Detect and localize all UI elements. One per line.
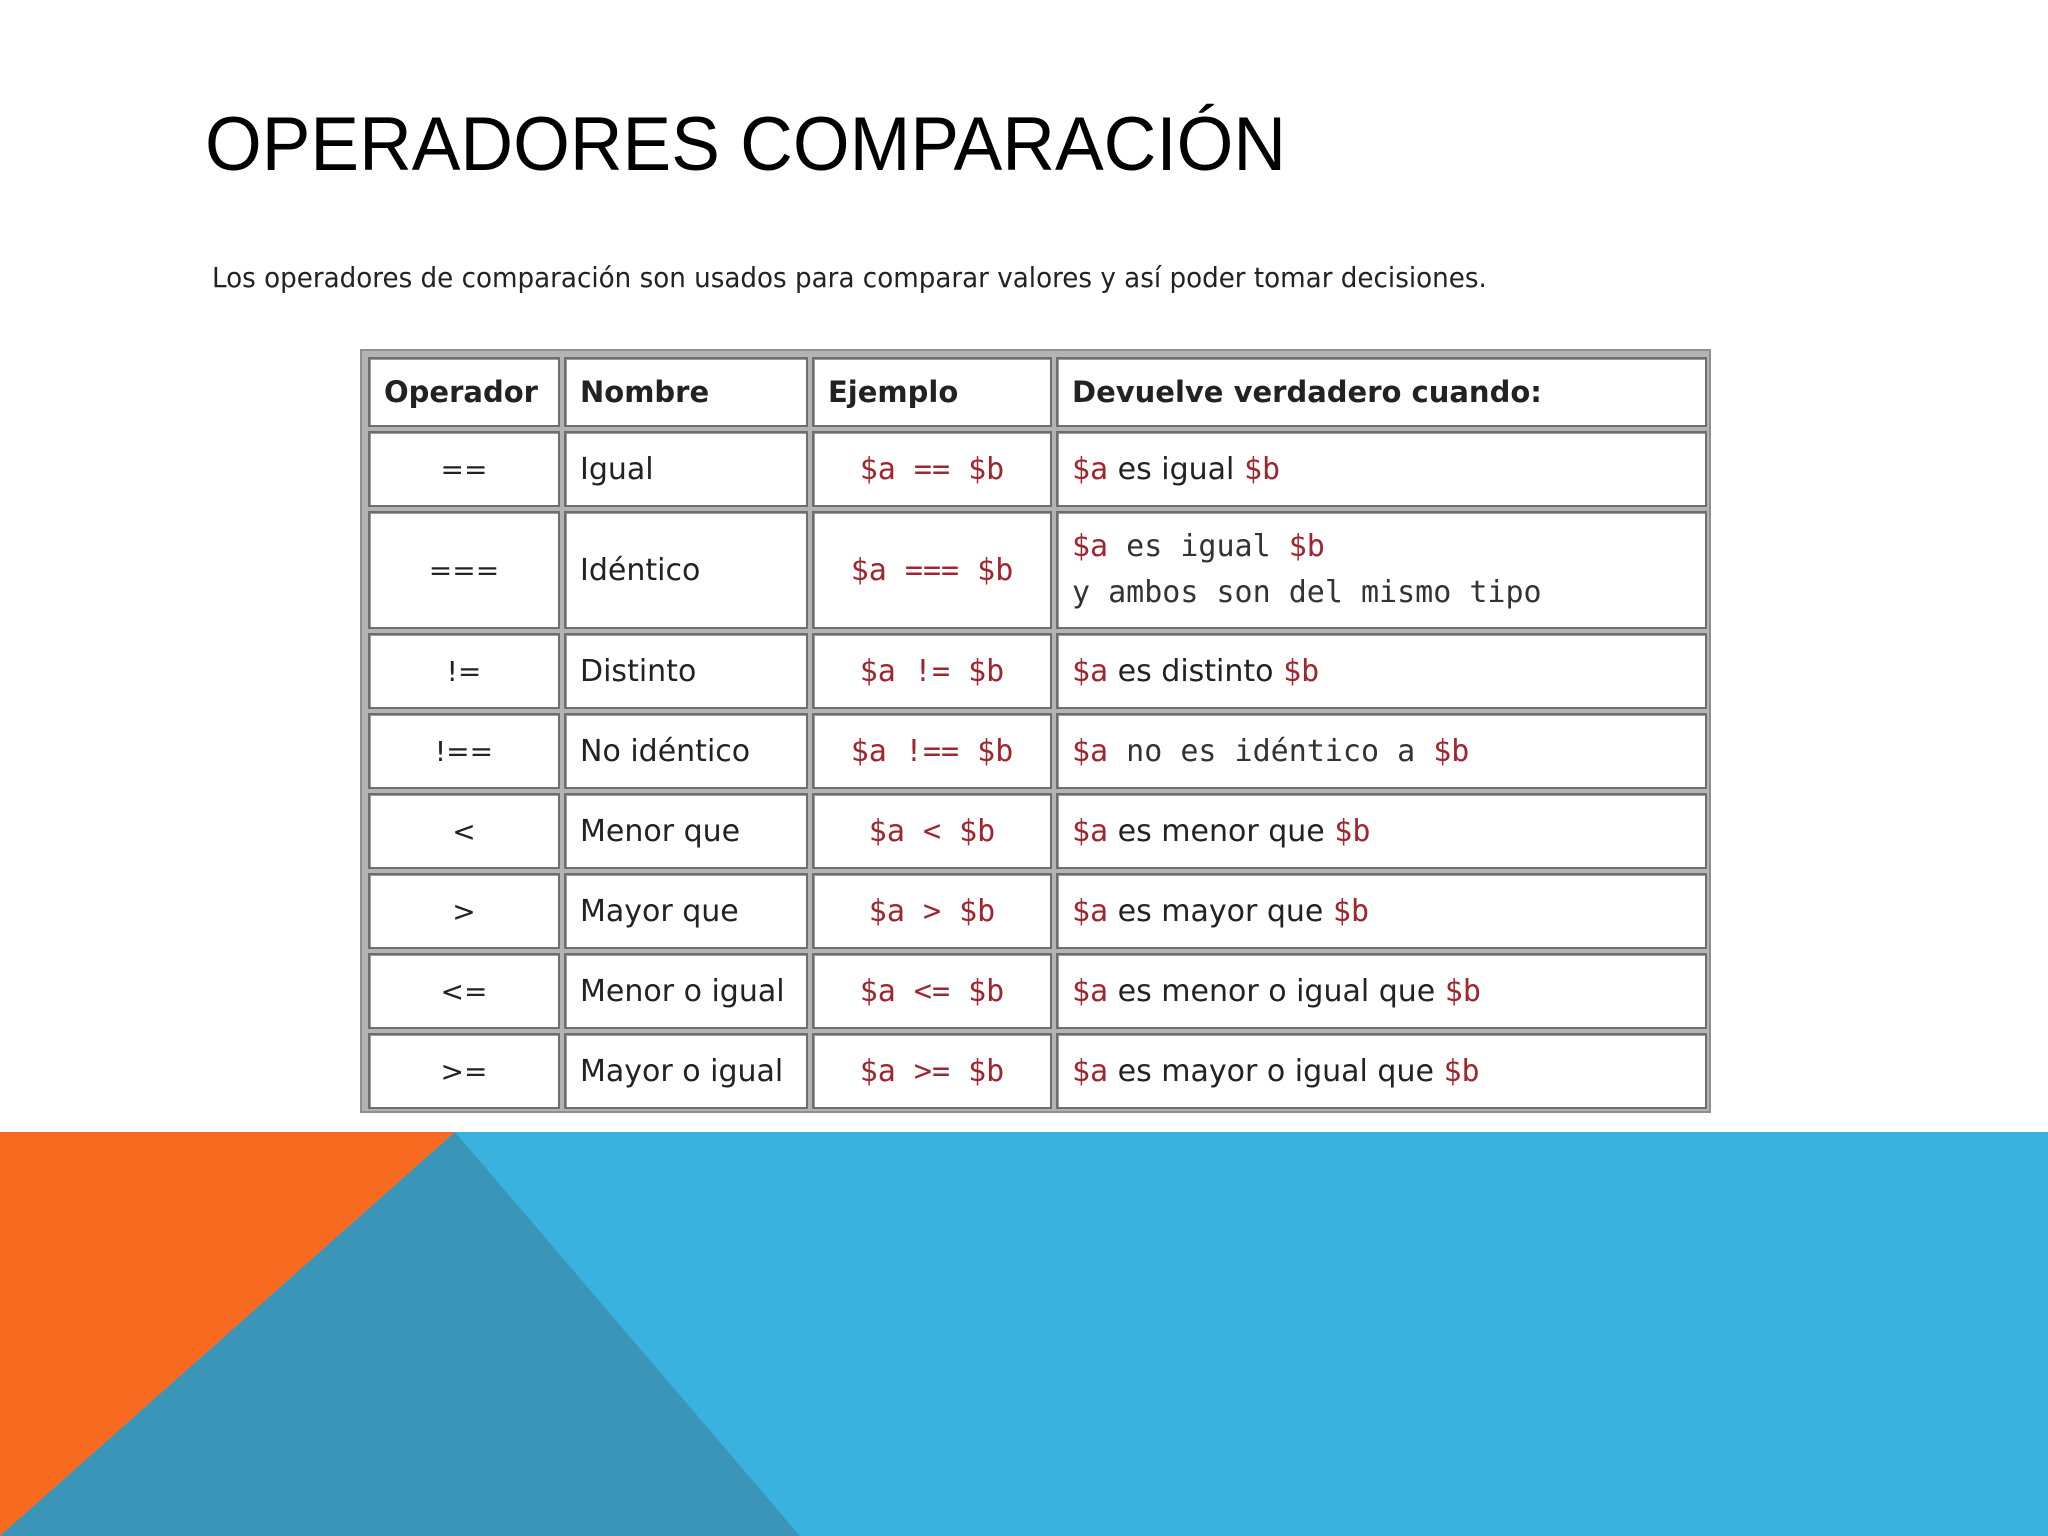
example-code: $a == $b [859,451,1005,487]
result-line-1: $a es igual $b [1072,524,1691,570]
operator-cell: < [368,793,560,869]
operator-cell: == [368,431,560,507]
table-row: === Idéntico $a === $b $a es igual $b y … [368,511,1707,629]
example-code: $a < $b [868,813,996,849]
result-text: es distinto [1108,653,1284,689]
table-row: <= Menor o igual $a <= $b $a es menor o … [368,953,1707,1029]
name-cell: Mayor que [564,873,808,949]
var-a: $a [1072,813,1109,849]
operator-cell: >= [368,1033,560,1109]
var-b: $b [1443,1053,1480,1089]
header-ejemplo: Ejemplo [812,357,1052,427]
operator-cell: != [368,633,560,709]
intro-text: Los operadores de comparación son usados… [212,261,1487,294]
example-cell: $a !== $b [812,713,1052,789]
result-cell: $a es mayor que $b [1056,873,1707,949]
result-cell: $a es igual $b y ambos son del mismo tip… [1056,511,1707,629]
var-a: $a [1072,973,1109,1009]
var-a: $a [1072,653,1109,689]
example-code: $a !== $b [850,733,1014,769]
example-code: $a != $b [859,653,1005,689]
header-devuelve: Devuelve verdadero cuando: [1056,357,1707,427]
name-cell: Menor o igual [564,953,808,1029]
result-text: no es idéntico a [1108,733,1434,769]
operator-cell: !== [368,713,560,789]
name-cell: Mayor o igual [564,1033,808,1109]
example-cell: $a != $b [812,633,1052,709]
operators-table-frame: Operador Nombre Ejemplo Devuelve verdade… [360,349,1711,1113]
result-cell: $a es menor o igual que $b [1056,953,1707,1029]
example-code: $a > $b [868,893,996,929]
table-row: < Menor que $a < $b $a es menor que $b [368,793,1707,869]
result-cell: $a es distinto $b [1056,633,1707,709]
var-b: $b [1334,813,1371,849]
example-code: $a <= $b [859,973,1005,1009]
var-b: $b [1288,529,1325,564]
name-cell: Igual [564,431,808,507]
result-text: es menor o igual que [1108,973,1445,1009]
example-cell: $a < $b [812,793,1052,869]
var-a: $a [1072,893,1109,929]
example-cell: $a == $b [812,431,1052,507]
var-b: $b [1444,973,1481,1009]
var-a: $a [1072,451,1109,487]
result-cell: $a es igual $b [1056,431,1707,507]
result-cell: $a no es idéntico a $b [1056,713,1707,789]
var-a: $a [1072,733,1109,769]
table-row: >= Mayor o igual $a >= $b $a es mayor o … [368,1033,1707,1109]
result-text: es igual [1108,529,1289,564]
operators-table: Operador Nombre Ejemplo Devuelve verdade… [364,353,1711,1113]
var-b: $b [1283,653,1320,689]
name-cell: Idéntico [564,511,808,629]
operator-cell: > [368,873,560,949]
example-code: $a === $b [850,552,1014,588]
table-row: !== No idéntico $a !== $b $a no es idént… [368,713,1707,789]
example-cell: $a >= $b [812,1033,1052,1109]
example-code: $a >= $b [859,1053,1005,1089]
var-a: $a [1072,529,1109,564]
slide-title: OPERADORES COMPARACIÓN [205,102,1287,187]
result-cell: $a es mayor o igual que $b [1056,1033,1707,1109]
result-text: es mayor o igual que [1108,1053,1444,1089]
result-text: es mayor que [1108,893,1333,929]
header-nombre: Nombre [564,357,808,427]
example-cell: $a === $b [812,511,1052,629]
operator-cell: === [368,511,560,629]
result-text: es menor que [1108,813,1335,849]
table-row: == Igual $a == $b $a es igual $b [368,431,1707,507]
result-text: es igual [1108,451,1244,487]
decorative-banner [0,1132,2048,1536]
banner-dark-triangle [0,1132,800,1536]
result-line-2: y ambos son del mismo tipo [1072,575,1542,610]
var-b: $b [1332,893,1370,929]
table-row: > Mayor que $a > $b $a es mayor que $b [368,873,1707,949]
result-cell: $a es menor que $b [1056,793,1707,869]
var-a: $a [1072,1053,1109,1089]
name-cell: Menor que [564,793,808,869]
header-operador: Operador [368,357,560,427]
name-cell: Distinto [564,633,808,709]
operator-cell: <= [368,953,560,1029]
table-row: != Distinto $a != $b $a es distinto $b [368,633,1707,709]
var-b: $b [1433,733,1470,769]
table-header-row: Operador Nombre Ejemplo Devuelve verdade… [368,357,1707,427]
example-cell: $a <= $b [812,953,1052,1029]
name-cell: No idéntico [564,713,808,789]
var-b: $b [1243,451,1281,487]
example-cell: $a > $b [812,873,1052,949]
